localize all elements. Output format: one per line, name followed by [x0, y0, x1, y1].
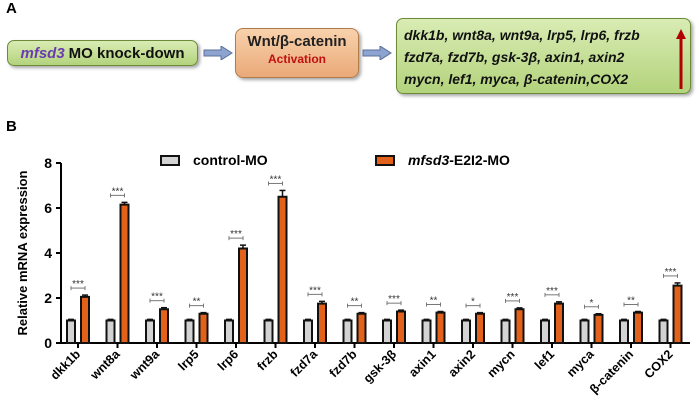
bar-treatment-wnt8a: [119, 203, 130, 344]
bar-control-gsk-3β: [382, 319, 392, 344]
bar-control-wnt9a: [145, 319, 155, 344]
bar-treatment-myca: [593, 313, 604, 344]
target-genes-box: dkk1b, wnt8a, wnt9a, lrp5, lrp6, frzb fz…: [396, 18, 691, 94]
y-tick-label: 4: [44, 245, 52, 261]
significance-stars: **: [351, 297, 359, 308]
bar-control-β-catenin: [619, 319, 629, 344]
panel-a-label: A: [6, 0, 17, 17]
significance-stars: ***: [546, 286, 558, 297]
pathway-name: Wnt/β-catenin: [247, 33, 347, 50]
bar-control-myca: [579, 319, 590, 344]
right-arrow-icon: [203, 46, 233, 60]
x-tick-label-axin2: axin2: [446, 347, 479, 380]
significance-stars: **: [430, 296, 438, 307]
y-tick-label: 2: [44, 290, 52, 306]
bar-treatment-frzb: [277, 195, 288, 344]
bar-treatment-lef1: [554, 302, 564, 344]
bar-control-COX2: [658, 319, 669, 344]
x-tick-label-lef1: lef1: [532, 347, 557, 372]
significance-stars: ***: [309, 285, 321, 296]
wnt-activation-box: Wnt/β-catenin Activation: [235, 28, 359, 78]
significance-stars: ***: [230, 229, 242, 240]
x-tick-label-β-catenin: β-catenin: [587, 347, 636, 396]
bar-treatment-fzd7a: [317, 302, 327, 344]
x-tick-label-frzb: frzb: [255, 347, 281, 373]
bar-treatment-wnt9a: [159, 308, 169, 344]
x-tick-label-lrp5: lrp5: [176, 347, 202, 373]
bar-control-lrp6: [224, 319, 234, 344]
bar-treatment-gsk-3β: [396, 310, 406, 344]
legend-swatch-treatment: [375, 155, 395, 166]
x-tick-label-fzd7b: fzd7b: [327, 347, 360, 380]
x-tick-label-fzd7a: fzd7a: [288, 346, 321, 379]
right-arrow-icon: [362, 46, 392, 60]
legend-swatch-control: [160, 155, 180, 166]
up-arrow-icon: [676, 29, 686, 89]
significance-stars: *: [590, 298, 594, 309]
significance-stars: **: [193, 297, 201, 308]
significance-stars: ***: [151, 292, 163, 303]
significance-stars: *: [471, 297, 475, 308]
bar-control-lef1: [540, 319, 550, 344]
x-tick-label-dkk1b: dkk1b: [48, 347, 84, 383]
significance-stars: ***: [665, 267, 677, 278]
x-tick-label-lrp6: lrp6: [215, 347, 241, 373]
panel-b-label: B: [6, 118, 17, 135]
mo-knockdown-box: mfsd3 MO knock-down: [7, 40, 198, 66]
bar-treatment-β-catenin: [633, 311, 643, 344]
bar-treatment-mycn: [514, 308, 525, 344]
y-tick-label: 8: [44, 155, 52, 171]
y-tick-label: 0: [44, 335, 52, 351]
bar-treatment-lrp6: [238, 247, 248, 344]
bar-treatment-COX2: [672, 284, 683, 344]
x-tick-label-gsk-3β: gsk-3β: [361, 347, 400, 386]
bar-treatment-axin1: [435, 311, 446, 344]
significance-stars: **: [627, 296, 635, 307]
significance-stars: ***: [72, 279, 84, 290]
bar-control-mycn: [500, 319, 511, 344]
bar-control-fzd7a: [303, 319, 313, 344]
x-tick-label-COX2: COX2: [642, 347, 676, 381]
bar-treatment-fzd7b: [356, 312, 367, 344]
bar-control-dkk1b: [66, 319, 76, 344]
x-tick-label-myca: myca: [564, 346, 597, 379]
significance-stars: ***: [112, 186, 124, 197]
significance-stars: ***: [388, 294, 400, 305]
activation-text: Activation: [267, 52, 326, 66]
legend-label-control: control-MO: [193, 152, 268, 168]
y-tick-label: 6: [44, 200, 52, 216]
y-axis-label: Relative mRNA expression: [15, 170, 30, 335]
bar-control-frzb: [263, 319, 274, 344]
bar-control-lrp5: [184, 319, 195, 344]
x-tick-label-mycn: mycn: [485, 347, 518, 380]
knockdown-text: MO knock-down: [68, 44, 185, 62]
bar-treatment-lrp5: [198, 312, 209, 344]
x-tick-label-axin1: axin1: [406, 347, 439, 380]
x-tick-label-wnt8a: wnt8a: [87, 346, 123, 382]
gene-name: mfsd3: [20, 44, 65, 62]
x-tick-label-wnt9a: wnt9a: [126, 346, 162, 382]
significance-stars: ***: [507, 292, 519, 303]
gene-list-line: mycn, lef1, myca, β-catenin,COX2: [404, 71, 629, 87]
gene-list-line: dkk1b, wnt8a, wnt9a, lrp5, lrp6, frzb: [404, 27, 640, 43]
bar-control-axin1: [421, 319, 432, 344]
bar-treatment-dkk1b: [80, 295, 90, 344]
bar-control-axin2: [461, 319, 471, 344]
bar-control-wnt8a: [105, 319, 116, 344]
bar-treatment-axin2: [475, 312, 485, 344]
gene-list-line: fzd7a, fzd7b, gsk-3β, axin1, axin2: [404, 49, 625, 65]
bar-control-fzd7b: [342, 319, 353, 344]
legend-label-treatment: mfsd3-E2I2-MO: [408, 152, 510, 168]
significance-stars: ***: [270, 174, 282, 185]
